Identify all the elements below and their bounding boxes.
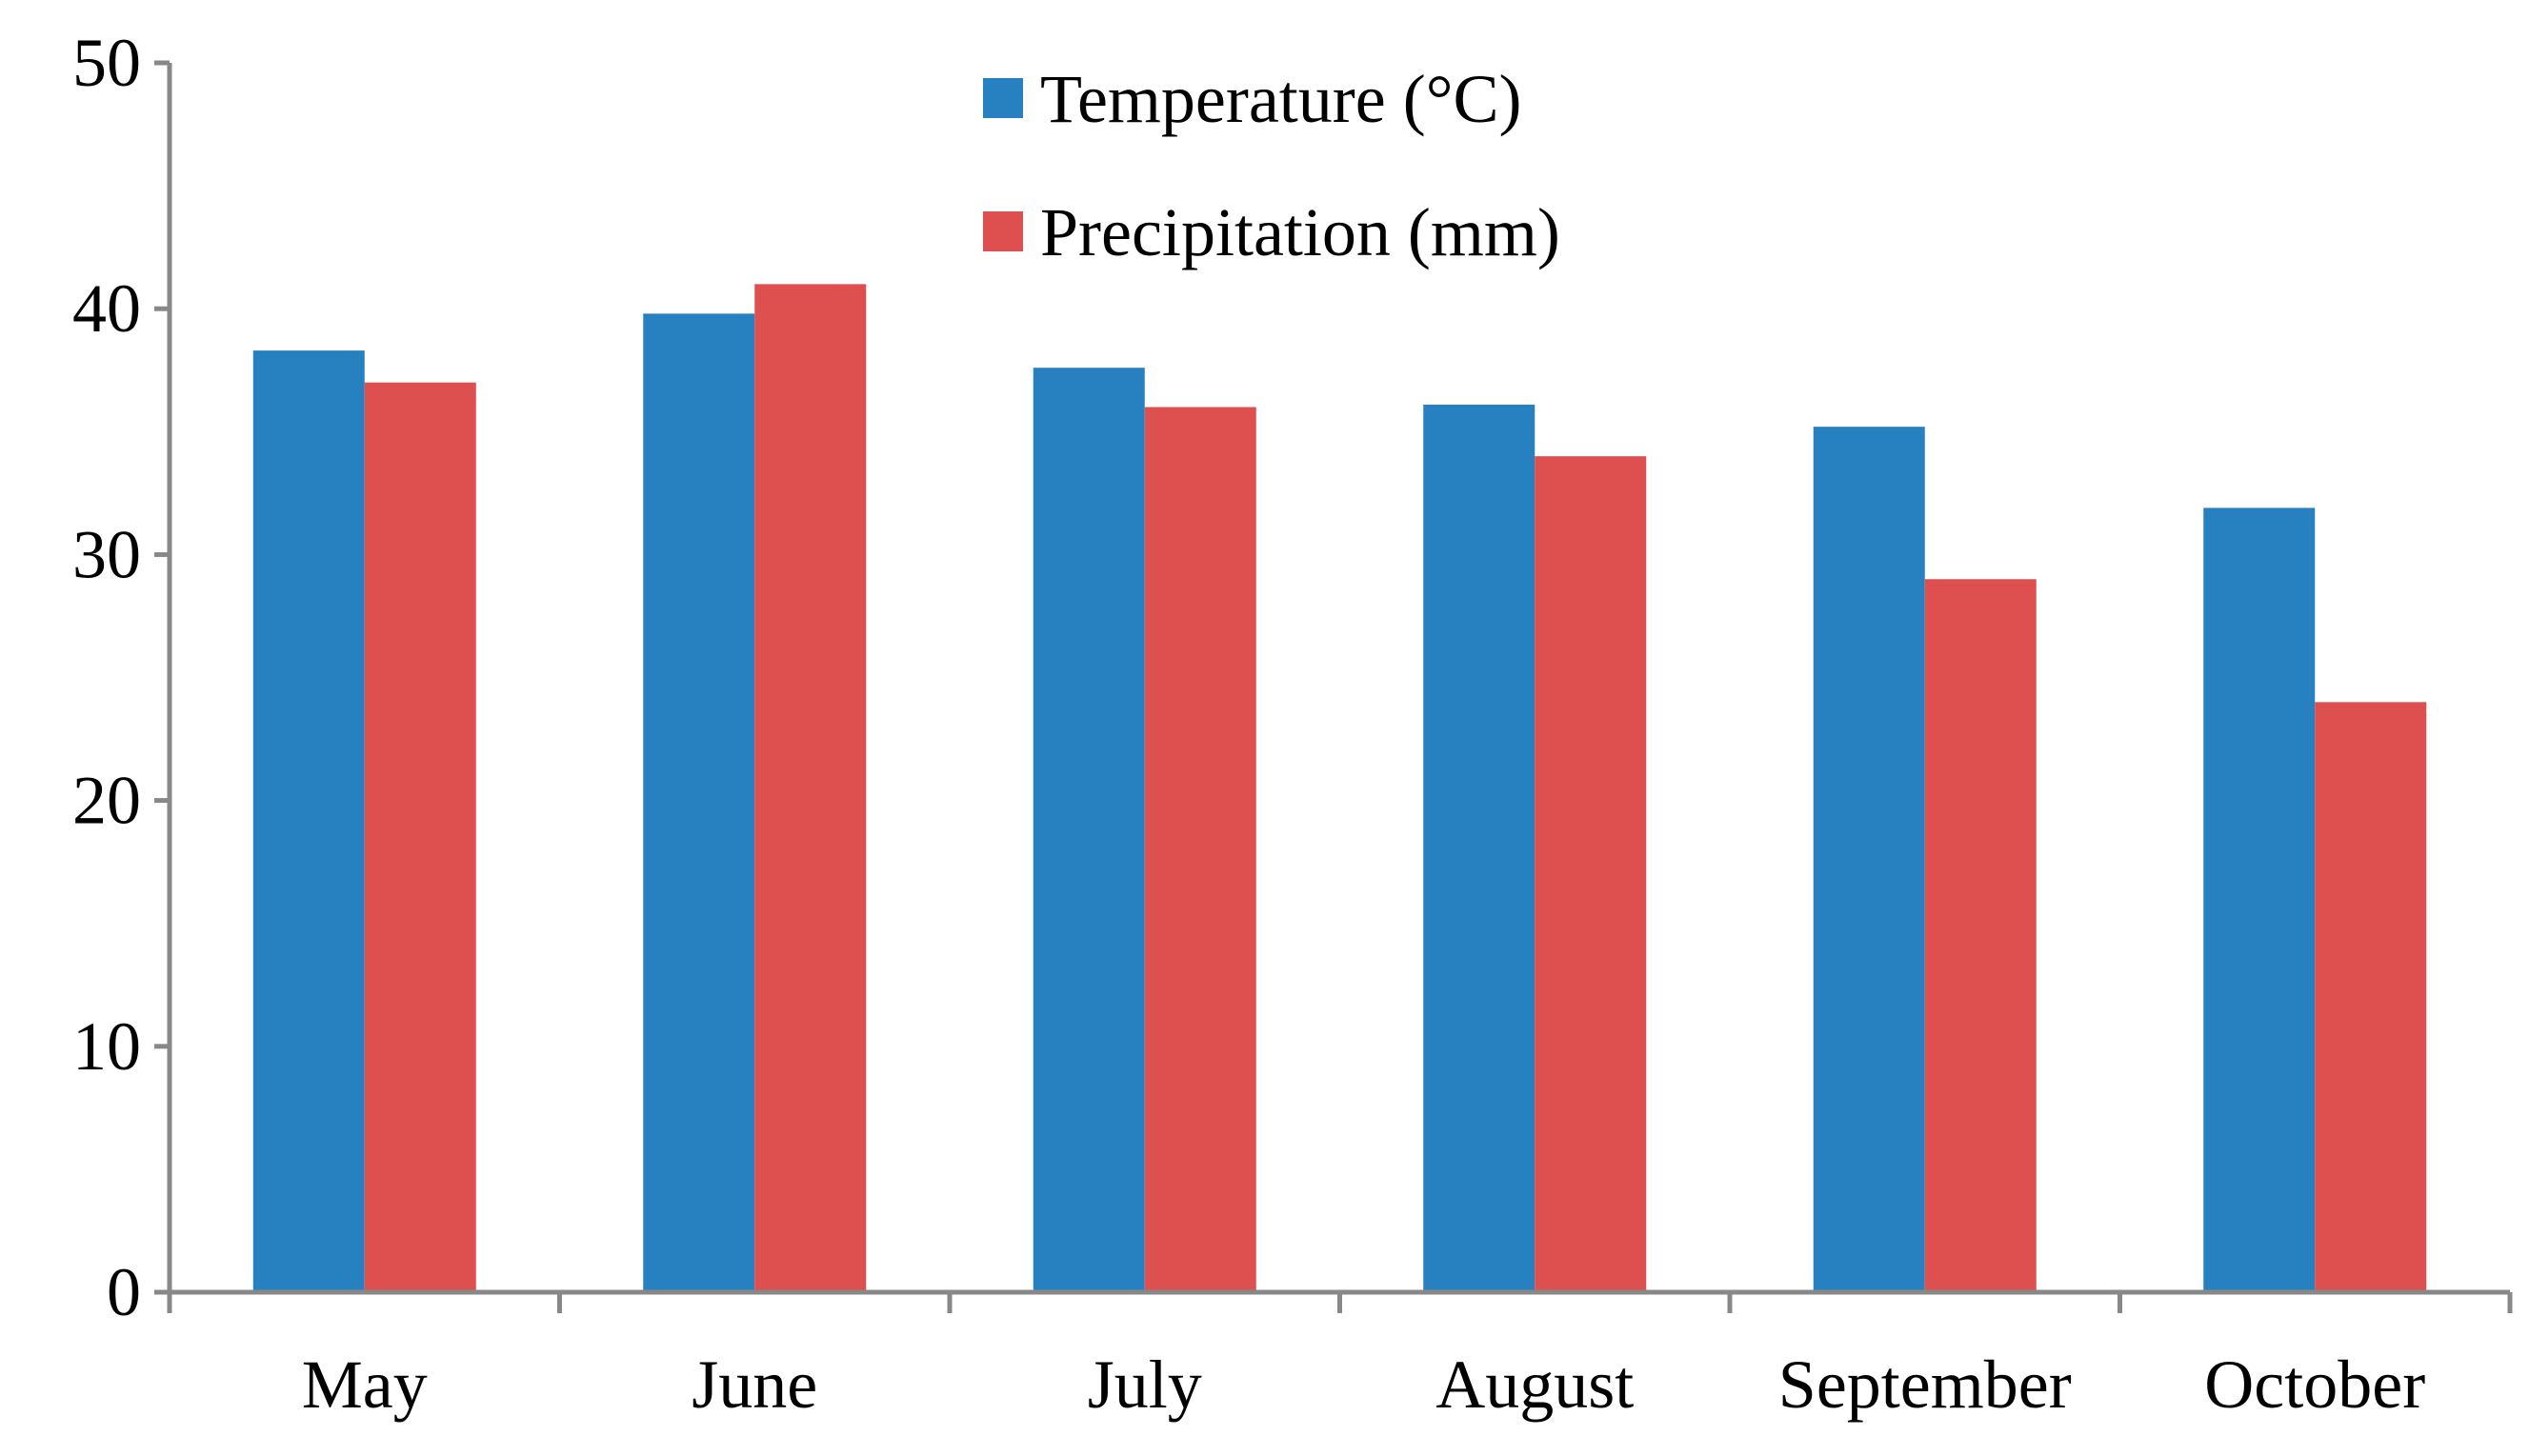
x-tick-label-september: September [1778, 1346, 2072, 1423]
legend: Temperature (°C) Precipitation (mm) [983, 61, 1560, 270]
y-tick-label: 0 [107, 1254, 141, 1330]
bar-precipitation-july [1144, 407, 1256, 1293]
x-tick-label-july: July [1088, 1346, 1202, 1423]
y-tick-label: 50 [72, 25, 141, 101]
legend-label-temperature: Temperature (°C) [1040, 61, 1522, 137]
bar-precipitation-october [2315, 702, 2427, 1292]
legend-swatch-temperature [983, 78, 1023, 118]
legend-label-precipitation: Precipitation (mm) [1040, 194, 1560, 270]
bar-temperature-may [252, 350, 365, 1292]
bar-precipitation-june [754, 284, 867, 1292]
x-tick-label-june: June [692, 1346, 817, 1423]
x-tick-label-october: October [2204, 1346, 2425, 1423]
y-tick-label: 30 [72, 516, 141, 592]
legend-swatch-precipitation [983, 211, 1023, 251]
y-tick-label: 10 [72, 1008, 141, 1085]
ticks-layer: 0 10 20 30 40 50 May June July August September Oct… [72, 25, 2513, 1423]
y-tick-label: 20 [72, 763, 141, 839]
bars-layer [252, 284, 2427, 1293]
axes-layer [154, 63, 2510, 1295]
bar-temperature-august [1423, 404, 1535, 1292]
x-tick-label-may: May [302, 1346, 428, 1423]
bar-precipitation-september [1924, 579, 2037, 1292]
bar-temperature-june [643, 313, 755, 1292]
bar-temperature-september [1813, 427, 1925, 1292]
x-tick-label-august: August [1435, 1346, 1634, 1423]
bar-temperature-october [2203, 508, 2316, 1292]
bar-temperature-july [1033, 368, 1145, 1293]
bar-precipitation-august [1535, 456, 1647, 1292]
y-tick-label: 40 [72, 270, 141, 347]
bar-precipitation-may [364, 382, 476, 1292]
